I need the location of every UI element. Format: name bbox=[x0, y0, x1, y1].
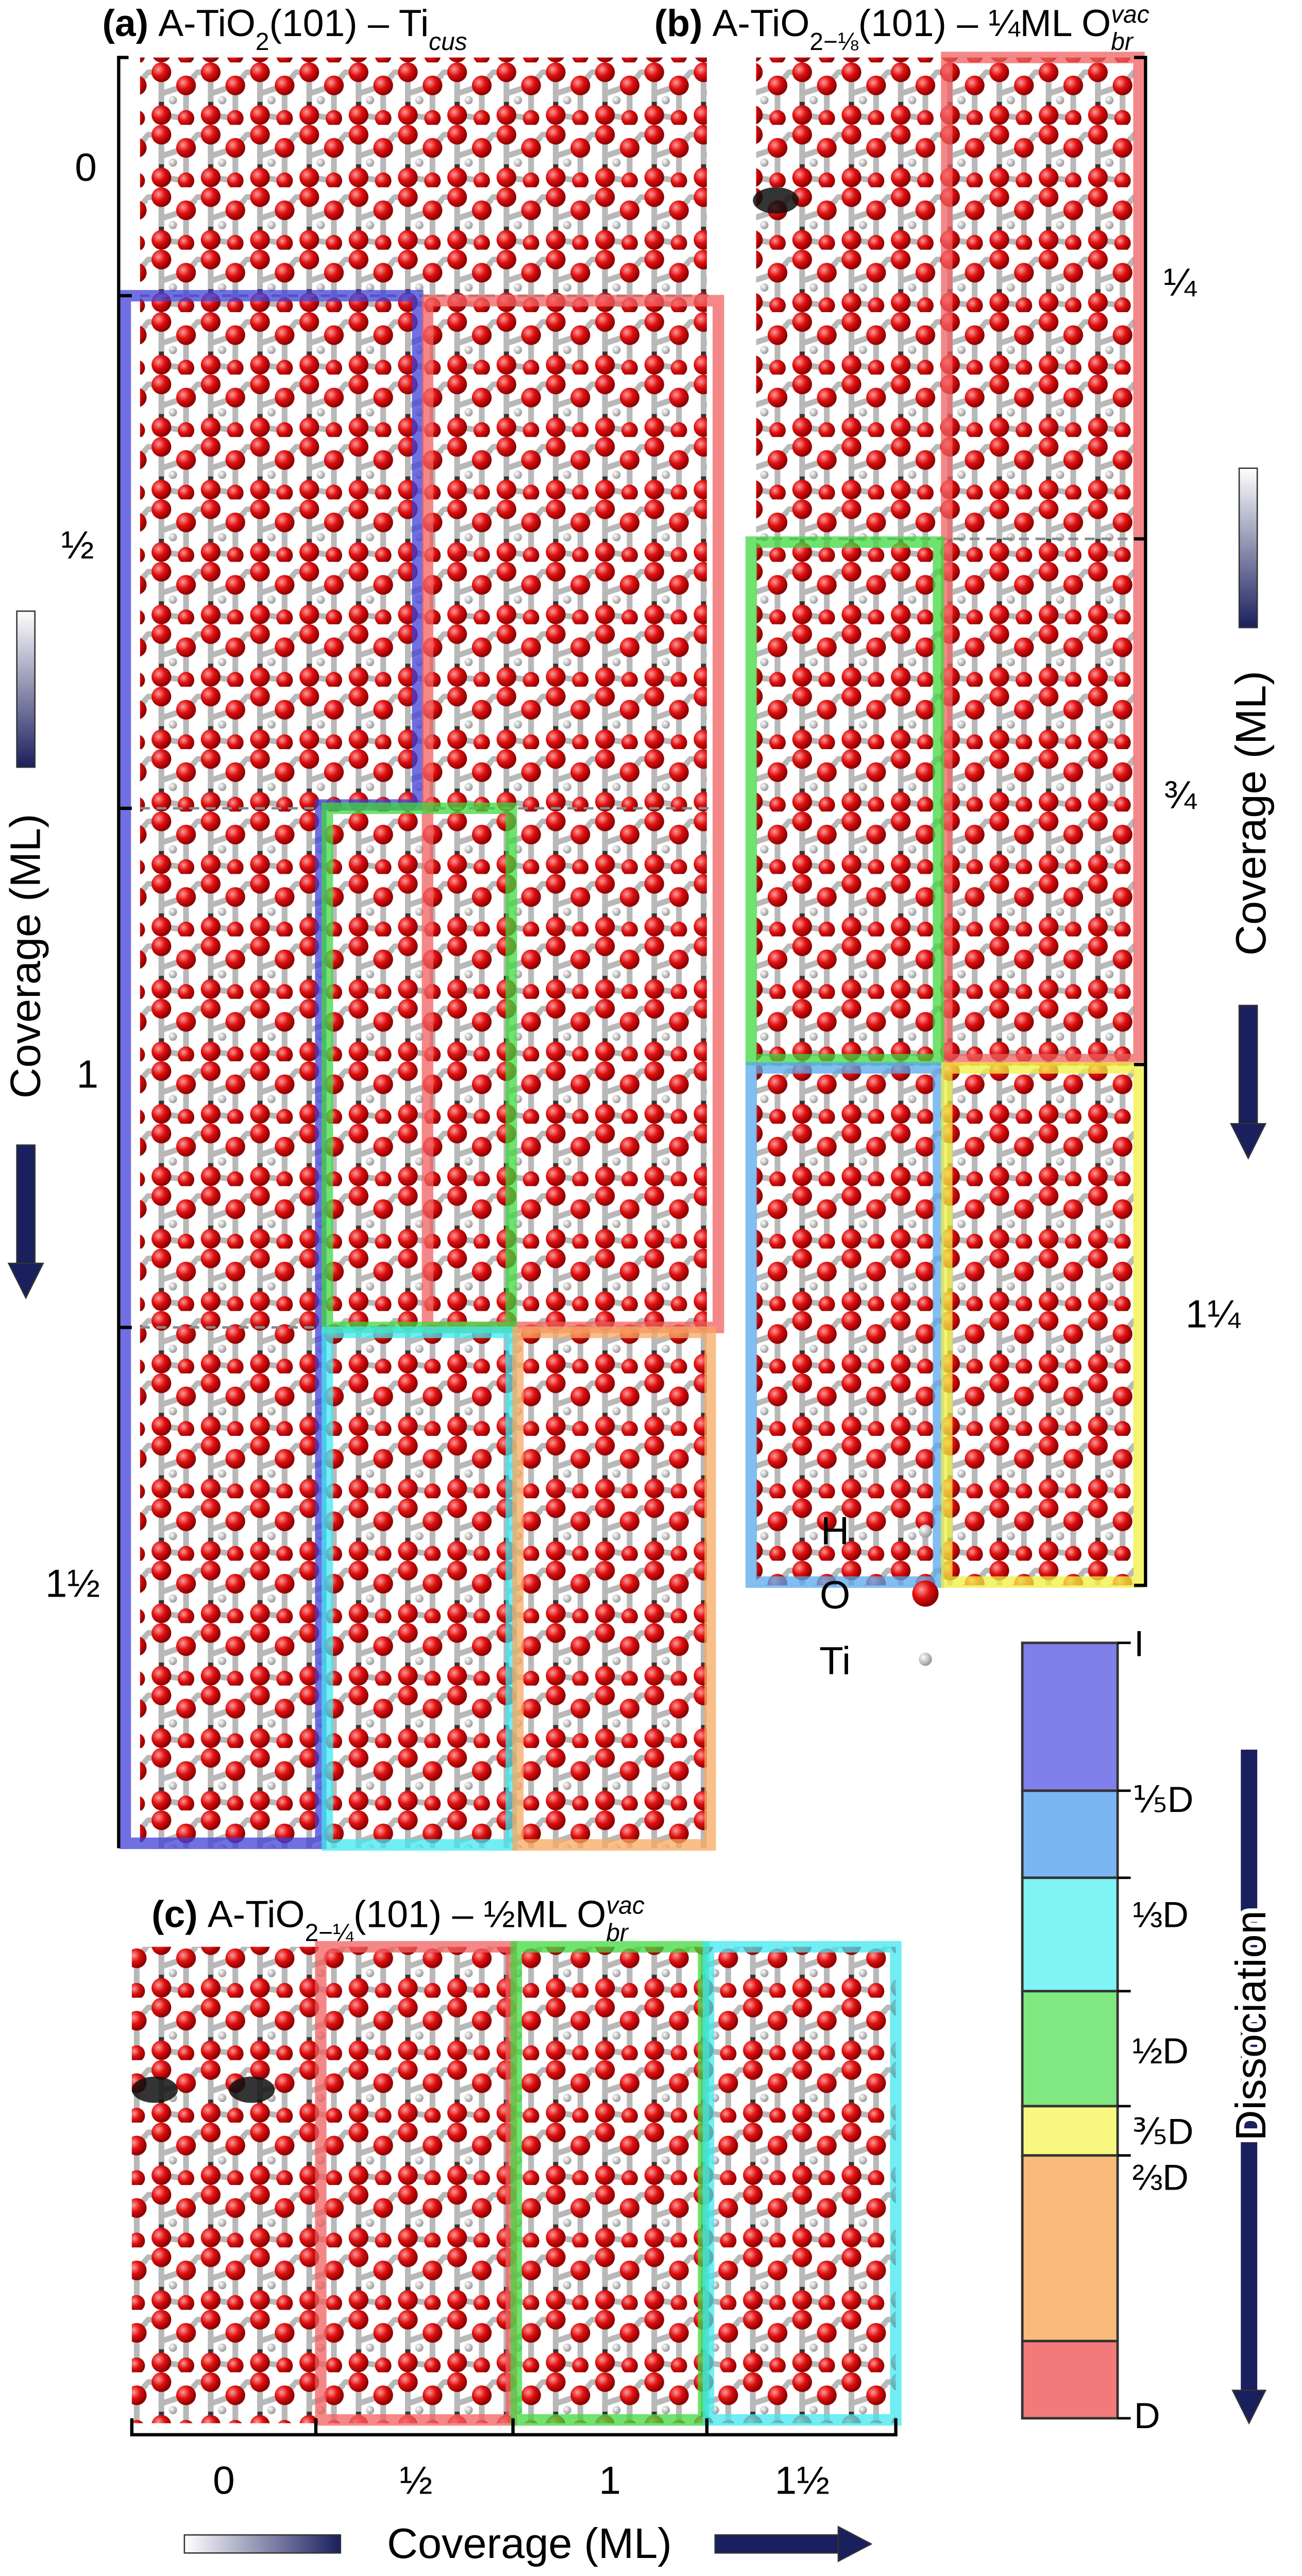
level-label: ⅗D bbox=[1132, 2111, 1194, 2151]
vacancy bbox=[228, 2076, 275, 2103]
title-part: (101) – ½ML O bbox=[353, 1893, 606, 1935]
panel-label: (a) bbox=[102, 2, 148, 44]
panel-title: (b) A-TiO2−⅛(101) – ¼ML Ovac br bbox=[654, 1, 1149, 56]
colorbar-title: Dissociation bbox=[1227, 1910, 1275, 2141]
legend-label: Ti bbox=[819, 1639, 851, 1683]
level-label: ⅔D bbox=[1132, 2157, 1189, 2198]
legend-h-atom bbox=[919, 1524, 932, 1538]
coverage-label: 1 bbox=[76, 1053, 98, 1096]
title-part: (101) – Ti bbox=[269, 2, 429, 44]
axis-label: Coverage (ML) bbox=[1227, 671, 1275, 956]
coverage-label: 1½ bbox=[45, 1562, 100, 1605]
level-label: I bbox=[1134, 1623, 1144, 1664]
coverage-label: 1 bbox=[599, 2459, 621, 2503]
coverage-label: ½ bbox=[400, 2459, 433, 2503]
vacancy bbox=[131, 2076, 178, 2103]
title-part: A-TiO bbox=[158, 2, 256, 44]
coverage-arrows bbox=[7, 467, 1267, 2563]
coverage-label: 0 bbox=[213, 2459, 235, 2503]
axis-lines bbox=[117, 56, 1147, 2436]
coverage-label: ½ bbox=[61, 523, 94, 567]
axis-label: Coverage (ML) bbox=[1, 814, 49, 1098]
title-part: vac bbox=[1111, 1, 1149, 28]
coverage-label: ¼ bbox=[1163, 261, 1197, 304]
title-part: br bbox=[1111, 28, 1134, 56]
title-part: 2 bbox=[256, 28, 269, 56]
title-part: 2−⅛ bbox=[809, 28, 859, 56]
boxes bbox=[119, 52, 1145, 2426]
title-part: 2−¼ bbox=[305, 1919, 354, 1946]
color-bar bbox=[1021, 1641, 1119, 2420]
legend-label: H bbox=[821, 1509, 849, 1553]
coverage-label: 0 bbox=[75, 146, 97, 190]
axis-label: Coverage (ML) bbox=[387, 2519, 672, 2567]
title-part: (101) – ¼ML O bbox=[858, 2, 1111, 44]
level-label: ½D bbox=[1132, 2030, 1189, 2071]
level-label: ⅕D bbox=[1132, 1779, 1194, 1820]
level-label: ⅓D bbox=[1132, 1894, 1189, 1935]
panel-title: (a) A-TiO2(101) – Ticus bbox=[102, 2, 467, 56]
panel-title: (c) A-TiO2−¼(101) – ½ML Ovac br bbox=[151, 1892, 645, 1946]
coverage-label: 1½ bbox=[775, 2459, 830, 2503]
title-part: cus bbox=[429, 28, 467, 56]
panel-label: (b) bbox=[654, 2, 703, 44]
coverage-label: 1¼ bbox=[1186, 1293, 1241, 1336]
title-part: vac bbox=[606, 1892, 645, 1919]
vacancy bbox=[753, 187, 799, 214]
panel-label: (c) bbox=[151, 1893, 198, 1935]
legend-label: O bbox=[820, 1573, 851, 1617]
title-part: A-TiO bbox=[713, 2, 810, 44]
title-part: br bbox=[606, 1919, 629, 1946]
legend-ti-atom bbox=[919, 1652, 932, 1666]
level-label: D bbox=[1134, 2395, 1160, 2436]
legend-o-atom bbox=[912, 1580, 939, 1607]
coverage-label: ¾ bbox=[1163, 773, 1197, 817]
title-part: A-TiO bbox=[208, 1893, 305, 1935]
